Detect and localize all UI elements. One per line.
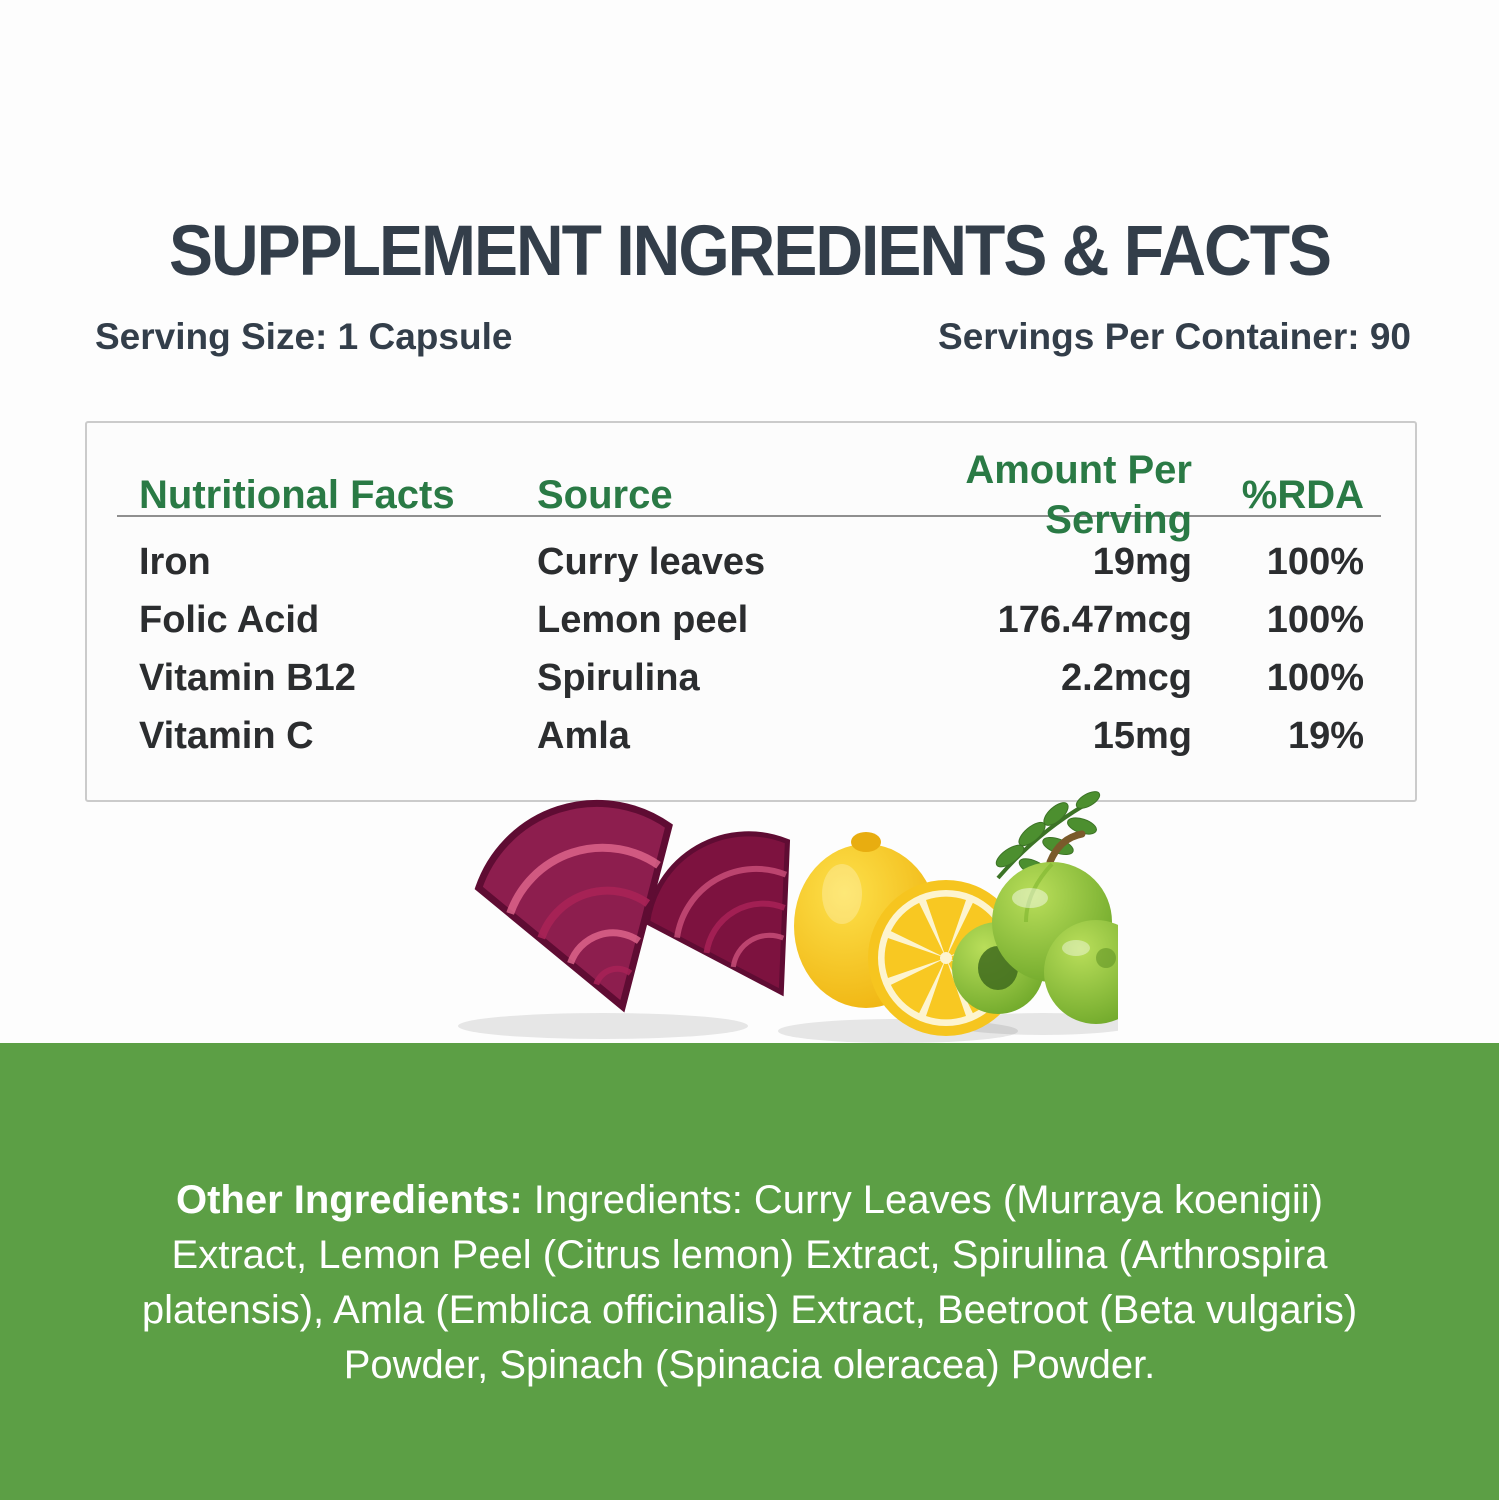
shadow: [458, 1013, 748, 1039]
table-header-row: Nutritional Facts Source Amount Per Serv…: [87, 423, 1415, 542]
serving-size-text: Serving Size: 1 Capsule: [95, 316, 513, 357]
nutrient-rda: 19%: [1287, 714, 1364, 757]
nutrient-amount: 15mg: [1092, 714, 1192, 757]
nutrient-amount: 176.47mcg: [997, 598, 1192, 641]
amla-fruits-icon: [952, 830, 1118, 1024]
header-divider: [117, 515, 1381, 517]
nutrient-source: Curry leaves: [537, 540, 766, 583]
page-title: SUPPLEMENT INGREDIENTS & FACTS: [168, 210, 1332, 290]
nutrient-name: Vitamin B12: [139, 656, 356, 699]
table-row: Iron Curry leaves 19mg 100%: [87, 533, 1415, 591]
nutrient-source: Spirulina: [537, 656, 700, 699]
other-ingredients-text: Other Ingredients: Ingredients: Curry Le…: [0, 1043, 1499, 1393]
serving-info-row: Serving Size: 1 Capsule Servings Per Con…: [95, 316, 1411, 358]
ingredients-line: Extract, Lemon Peel (Citrus lemon) Extra…: [171, 1233, 1328, 1277]
nutrient-rda: 100%: [1266, 656, 1364, 699]
other-ingredients-label: Other Ingredients:: [175, 1178, 523, 1222]
nutrient-rda: 100%: [1266, 598, 1364, 641]
beetroot-wedge-icon: [474, 799, 673, 1013]
table-row: Vitamin B12 Spirulina 2.2mcg 100%: [87, 649, 1415, 707]
nutrient-amount: 2.2mcg: [1061, 656, 1192, 699]
nutrient-amount: 19mg: [1092, 540, 1192, 583]
servings-per-container-text: Servings Per Container: 90: [938, 316, 1411, 357]
ingredients-line: Other Ingredients: Ingredients: Curry Le…: [175, 1178, 1324, 1222]
ingredients-line: platensis), Amla (Emblica officinalis) E…: [141, 1288, 1358, 1332]
table-body: Iron Curry leaves 19mg 100% Folic Acid L…: [87, 517, 1415, 765]
nutrient-source: Lemon peel: [537, 598, 749, 641]
column-header-rda: %RDA: [1241, 473, 1364, 517]
ingredients-line: Powder, Spinach (Spinacia oleracea) Powd…: [343, 1343, 1156, 1387]
fruits-illustration: [458, 791, 1118, 1043]
nutrient-rda: 100%: [1266, 540, 1364, 583]
column-header-amount: Amount Per Serving: [965, 448, 1192, 542]
table-row: Folic Acid Lemon peel 176.47mcg 100%: [87, 591, 1415, 649]
nutrient-name: Folic Acid: [139, 598, 320, 641]
nutrient-source: Amla: [537, 714, 630, 757]
column-header-source: Source: [537, 473, 673, 517]
column-header-nutritional-facts: Nutritional Facts: [139, 473, 455, 517]
table-row: Vitamin C Amla 15mg 19%: [87, 707, 1415, 765]
other-ingredients-band: Other Ingredients: Ingredients: Curry Le…: [0, 1043, 1499, 1500]
nutrition-facts-card: Nutritional Facts Source Amount Per Serv…: [85, 421, 1417, 802]
nutrient-name: Iron: [139, 540, 211, 583]
nutrient-name: Vitamin C: [139, 714, 314, 757]
